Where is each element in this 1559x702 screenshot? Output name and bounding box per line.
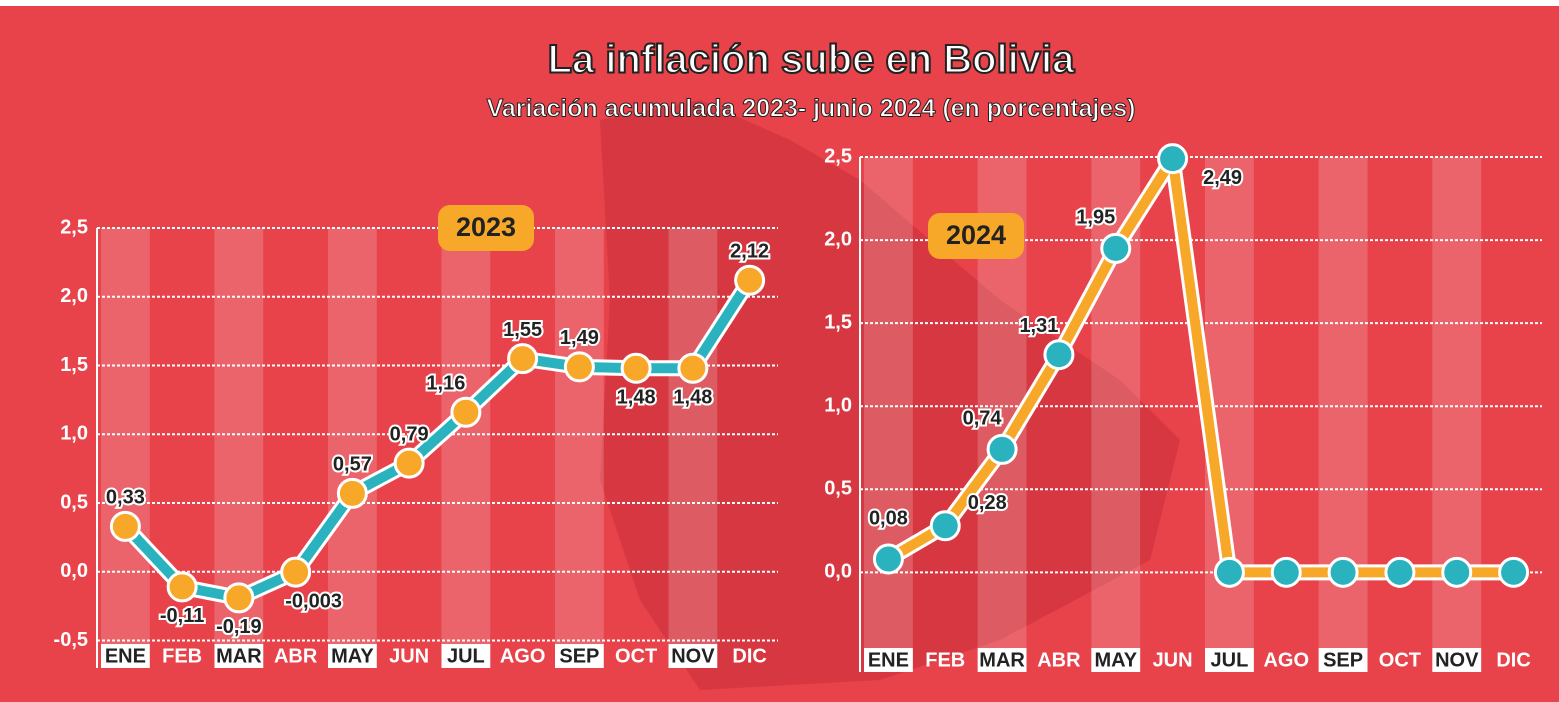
value-label: 2,12 — [730, 241, 769, 263]
marker — [1272, 558, 1300, 586]
title: La inflación sube en Bolivia — [548, 38, 1076, 82]
column-stripe — [864, 157, 913, 672]
x-tick-label: JUN — [1153, 649, 1193, 671]
marker — [509, 345, 537, 373]
y-tick-label: 0,5 — [824, 478, 852, 500]
value-label: 1,31 — [1019, 315, 1058, 337]
badge-label: 2024 — [946, 220, 1006, 250]
y-tick-label: 1,0 — [824, 394, 852, 416]
y-tick-label: 0,0 — [824, 561, 852, 583]
column-stripe — [669, 228, 718, 668]
x-tick-label: ENE — [105, 645, 146, 667]
value-label: 0,33 — [106, 487, 145, 509]
marker — [1443, 558, 1471, 586]
y-tick-label: -0,5 — [54, 629, 88, 651]
value-label: 2,49 — [1203, 167, 1242, 189]
value-label: 1,16 — [426, 373, 465, 395]
value-label: 1,48 — [617, 387, 656, 409]
x-tick-label: ABR — [274, 645, 318, 667]
value-label: 0,79 — [390, 423, 429, 445]
x-tick-label: AGO — [1263, 649, 1309, 671]
x-tick-label: FEB — [162, 645, 202, 667]
marker — [931, 512, 959, 540]
marker — [679, 354, 707, 382]
x-tick-label: DIC — [732, 645, 766, 667]
y-tick-label: 2,0 — [824, 228, 852, 250]
marker — [1215, 558, 1243, 586]
x-tick-label: MAY — [1094, 649, 1137, 671]
x-tick-label: ENE — [868, 649, 909, 671]
column-stripe — [442, 228, 491, 668]
column-stripe — [1432, 157, 1481, 672]
y-tick-label: 0,5 — [60, 491, 88, 513]
column-stripe — [1319, 157, 1368, 672]
value-label: 0,57 — [333, 454, 372, 476]
y-tick-label: 2,5 — [60, 216, 88, 238]
marker — [1159, 145, 1187, 173]
x-tick-label: SEP — [559, 645, 599, 667]
value-label: 0,08 — [869, 507, 908, 529]
y-tick-label: 1,0 — [60, 423, 88, 445]
marker — [1500, 558, 1528, 586]
marker — [565, 353, 593, 381]
marker — [1045, 341, 1073, 369]
value-label: 1,95 — [1076, 207, 1115, 229]
border — [0, 0, 1559, 6]
y-tick-label: 1,5 — [824, 311, 852, 333]
marker — [988, 435, 1016, 463]
value-label: 0,28 — [968, 492, 1007, 514]
y-tick-label: 0,0 — [60, 560, 88, 582]
x-tick-label: DIC — [1496, 649, 1530, 671]
value-label: 1,48 — [673, 387, 712, 409]
marker — [225, 584, 253, 612]
marker — [111, 512, 139, 540]
column-stripe — [555, 228, 604, 668]
marker — [452, 398, 480, 426]
value-label: 1,49 — [560, 327, 599, 349]
marker — [1102, 234, 1130, 262]
value-label: 0,74 — [963, 408, 1003, 430]
subtitle: Variación acumulada 2023- junio 2024 (en… — [487, 95, 1136, 123]
x-tick-label: JUL — [447, 645, 485, 667]
x-tick-label: AGO — [500, 645, 546, 667]
value-label: -0,19 — [216, 616, 262, 638]
y-tick-label: 2,0 — [60, 285, 88, 307]
marker — [736, 266, 764, 294]
value-label: -0,11 — [160, 605, 204, 627]
page: La inflación sube en Bolivia Variación a… — [0, 0, 1559, 702]
column-stripe — [101, 228, 150, 668]
marker — [282, 558, 310, 586]
x-tick-label: MAR — [979, 649, 1025, 671]
x-tick-label: JUL — [1211, 649, 1249, 671]
x-tick-label: SEP — [1323, 649, 1363, 671]
x-tick-label: OCT — [615, 645, 657, 667]
x-tick-label: FEB — [925, 649, 965, 671]
x-tick-label: OCT — [1379, 649, 1421, 671]
marker — [874, 545, 902, 573]
y-tick-label: 2,5 — [824, 145, 852, 167]
value-label: 1,55 — [503, 319, 542, 341]
value-label: -0,003 — [285, 590, 342, 612]
x-tick-label: MAY — [331, 645, 374, 667]
marker — [622, 354, 650, 382]
marker — [395, 449, 423, 477]
x-tick-label: MAR — [216, 645, 262, 667]
marker — [1329, 558, 1357, 586]
marker — [1386, 558, 1414, 586]
x-tick-label: NOV — [1435, 649, 1479, 671]
x-tick-label: ABR — [1037, 649, 1081, 671]
x-tick-label: NOV — [671, 645, 715, 667]
x-tick-label: JUN — [389, 645, 429, 667]
y-tick-label: 1,5 — [60, 354, 88, 376]
badge-label: 2023 — [456, 212, 516, 242]
marker — [338, 479, 366, 507]
marker — [168, 573, 196, 601]
